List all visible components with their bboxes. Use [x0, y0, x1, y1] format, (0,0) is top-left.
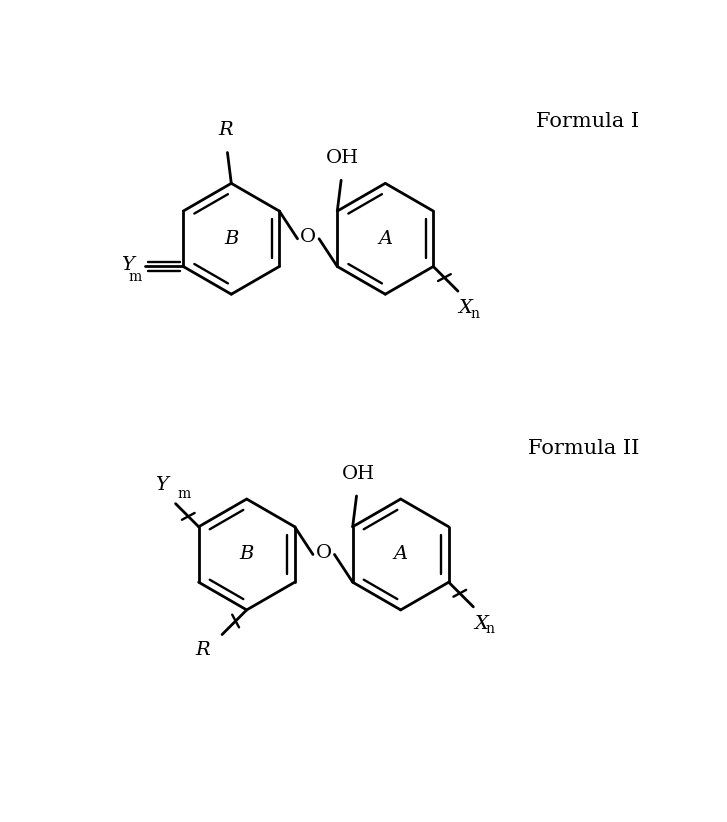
Text: Formula I: Formula I [537, 112, 639, 131]
Text: R: R [219, 122, 233, 140]
Text: OH: OH [326, 149, 359, 167]
Text: OH: OH [342, 465, 374, 483]
Text: B: B [239, 546, 254, 563]
Text: X: X [459, 299, 473, 316]
Text: X: X [474, 615, 488, 633]
Text: A: A [393, 546, 408, 563]
Text: n: n [470, 307, 479, 321]
Text: Formula II: Formula II [528, 439, 639, 458]
Text: O: O [300, 229, 316, 247]
Text: n: n [486, 622, 495, 636]
Text: Y: Y [121, 256, 134, 274]
Text: m: m [177, 487, 190, 501]
Text: B: B [224, 230, 238, 247]
Text: R: R [195, 640, 209, 658]
Text: m: m [129, 270, 142, 284]
Text: O: O [316, 544, 332, 562]
Text: Y: Y [155, 477, 168, 494]
Text: A: A [378, 230, 393, 247]
